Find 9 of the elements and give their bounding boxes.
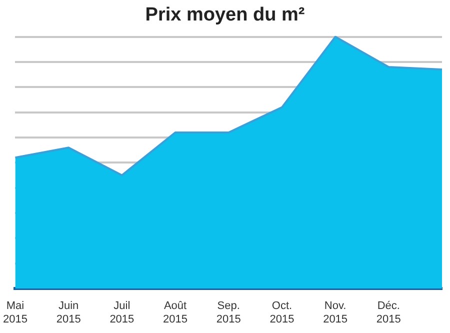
x-tick-label: Juil 2015 bbox=[110, 300, 134, 326]
x-tick-label: Mai 2015 bbox=[2, 300, 28, 326]
x-tick-label: Sep. 2015 bbox=[216, 300, 241, 326]
x-tick-label: Juin 2015 bbox=[56, 300, 81, 326]
x-tick-label: Août 2015 bbox=[163, 300, 188, 326]
chart-title: Prix moyen du m² bbox=[145, 4, 305, 26]
x-tick-label: Nov. 2015 bbox=[323, 300, 348, 326]
x-tick-label: Déc. 2015 bbox=[376, 300, 401, 326]
x-tick-label: Oct. 2015 bbox=[270, 300, 294, 326]
